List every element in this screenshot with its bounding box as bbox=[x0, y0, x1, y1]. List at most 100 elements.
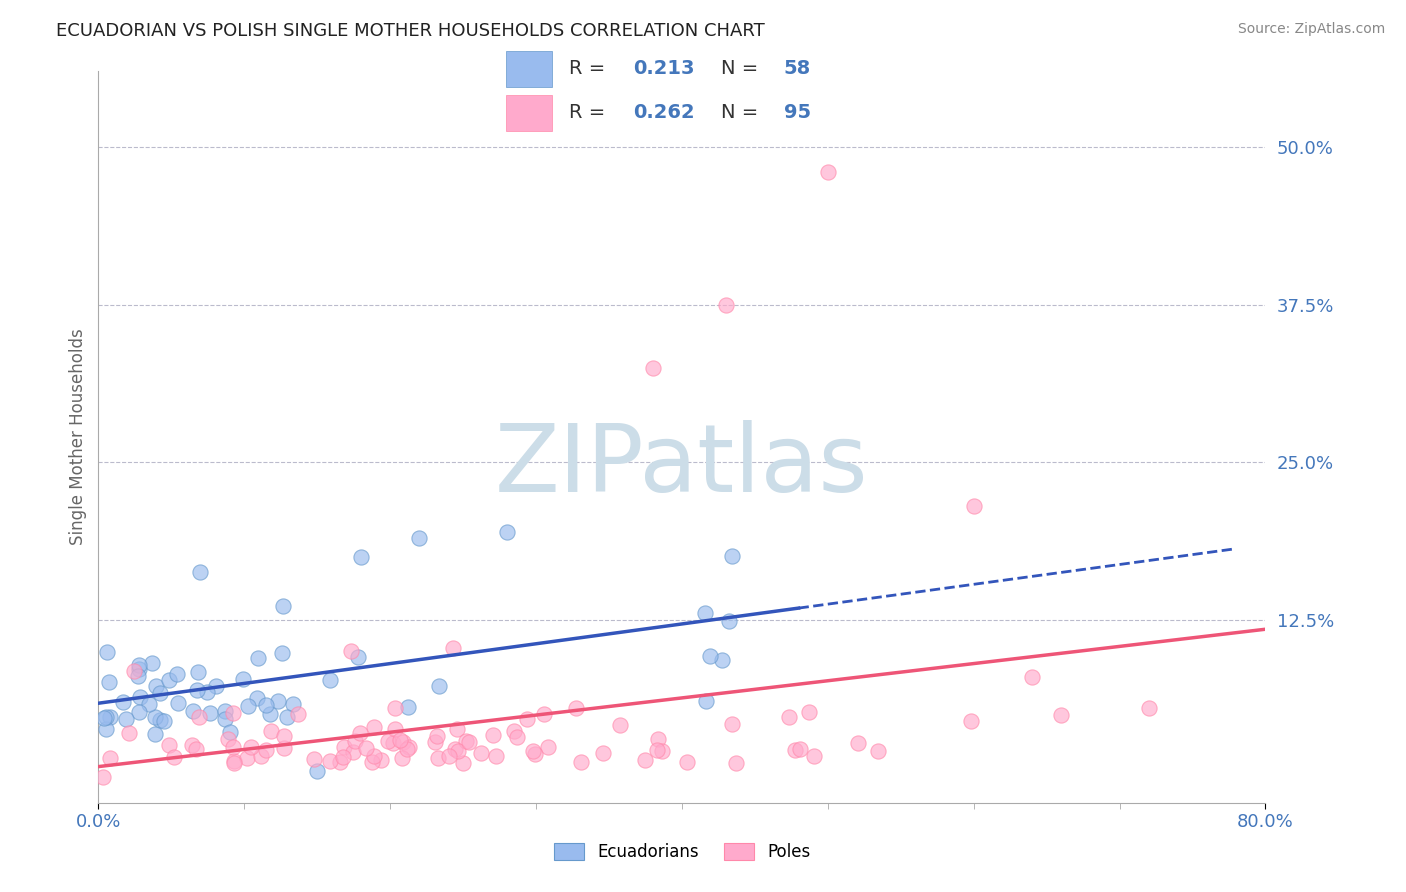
Text: ECUADORIAN VS POLISH SINGLE MOTHER HOUSEHOLDS CORRELATION CHART: ECUADORIAN VS POLISH SINGLE MOTHER HOUSE… bbox=[56, 22, 765, 40]
Point bbox=[222, 706, 245, 720]
Point bbox=[188, 565, 211, 579]
Point bbox=[363, 748, 385, 763]
Point bbox=[485, 749, 508, 764]
Point bbox=[803, 749, 825, 764]
Point bbox=[143, 709, 166, 723]
Text: 0.213: 0.213 bbox=[633, 60, 695, 78]
Point bbox=[714, 298, 737, 312]
Point bbox=[592, 746, 614, 760]
Text: N =: N = bbox=[721, 60, 763, 78]
Point bbox=[482, 727, 505, 741]
Point bbox=[868, 744, 890, 758]
Point bbox=[149, 713, 172, 727]
Point bbox=[343, 733, 366, 747]
Point bbox=[254, 743, 277, 757]
Point bbox=[496, 524, 519, 539]
Point bbox=[184, 741, 207, 756]
Point bbox=[565, 701, 588, 715]
Point bbox=[217, 731, 239, 746]
Point bbox=[138, 697, 160, 711]
Point bbox=[846, 736, 869, 750]
Point bbox=[340, 644, 363, 658]
Point bbox=[96, 709, 118, 723]
Point bbox=[329, 755, 352, 769]
Point bbox=[128, 662, 150, 676]
Text: Source: ZipAtlas.com: Source: ZipAtlas.com bbox=[1237, 22, 1385, 37]
Point bbox=[98, 710, 121, 724]
Point bbox=[699, 649, 721, 664]
Text: R =: R = bbox=[569, 60, 612, 78]
Point bbox=[516, 712, 538, 726]
Point bbox=[426, 729, 449, 743]
Point bbox=[959, 714, 981, 728]
Point bbox=[347, 649, 370, 664]
Point bbox=[214, 712, 236, 726]
Point bbox=[437, 748, 460, 763]
Point bbox=[711, 653, 734, 667]
Point bbox=[370, 753, 392, 767]
Y-axis label: Single Mother Households: Single Mother Households bbox=[69, 329, 87, 545]
Point bbox=[391, 735, 413, 749]
Point bbox=[98, 751, 121, 765]
Point bbox=[271, 599, 294, 613]
Point bbox=[115, 713, 138, 727]
Point bbox=[166, 667, 188, 681]
Point bbox=[444, 742, 467, 756]
Point bbox=[96, 645, 118, 659]
Point bbox=[260, 724, 283, 739]
Point bbox=[163, 749, 186, 764]
Point bbox=[97, 675, 120, 690]
Point bbox=[1137, 701, 1160, 715]
Point bbox=[569, 756, 592, 770]
Point bbox=[96, 723, 118, 737]
Point bbox=[270, 646, 292, 660]
Point bbox=[222, 739, 245, 754]
Point bbox=[349, 726, 371, 740]
Point bbox=[354, 740, 377, 755]
Point bbox=[536, 740, 558, 755]
Point bbox=[157, 673, 180, 687]
Point bbox=[128, 705, 150, 719]
Point bbox=[446, 722, 468, 736]
Point bbox=[396, 741, 419, 756]
Point bbox=[641, 360, 664, 375]
Point bbox=[157, 738, 180, 752]
Point bbox=[205, 679, 228, 693]
Point bbox=[695, 606, 717, 620]
Point bbox=[423, 735, 446, 749]
Point bbox=[502, 723, 524, 738]
Point bbox=[143, 727, 166, 741]
Point bbox=[187, 665, 209, 679]
Point bbox=[246, 691, 269, 706]
Point bbox=[506, 730, 529, 744]
Point bbox=[219, 725, 242, 739]
Point bbox=[273, 741, 295, 756]
Point bbox=[214, 704, 236, 718]
Point bbox=[240, 739, 263, 754]
Point bbox=[273, 729, 295, 743]
Point bbox=[817, 165, 839, 179]
Point bbox=[470, 746, 492, 760]
Point bbox=[259, 707, 281, 722]
Point bbox=[332, 740, 354, 755]
Point bbox=[198, 706, 221, 721]
Point bbox=[283, 697, 305, 711]
Point bbox=[149, 686, 172, 700]
Point bbox=[717, 614, 740, 628]
Point bbox=[384, 701, 406, 715]
Point bbox=[427, 679, 450, 693]
Point bbox=[232, 672, 254, 686]
Point bbox=[276, 710, 298, 724]
Point bbox=[93, 711, 115, 725]
Point bbox=[645, 743, 668, 757]
Point bbox=[695, 694, 717, 708]
Point bbox=[789, 742, 811, 756]
Point bbox=[187, 710, 209, 724]
FancyBboxPatch shape bbox=[506, 95, 551, 131]
Point bbox=[304, 752, 326, 766]
Point bbox=[91, 770, 114, 784]
Point bbox=[721, 549, 744, 563]
Point bbox=[384, 722, 406, 736]
Point bbox=[307, 764, 329, 779]
Point bbox=[778, 709, 800, 723]
